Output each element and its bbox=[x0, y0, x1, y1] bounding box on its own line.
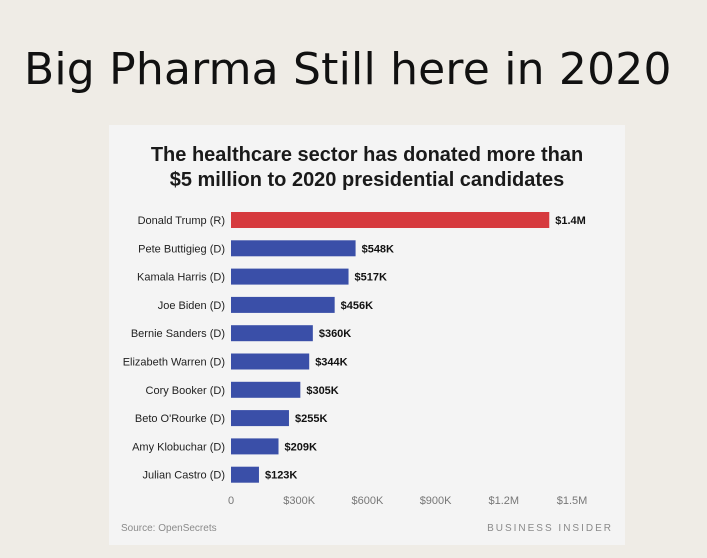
value-label: $123K bbox=[265, 470, 297, 482]
category-label: Bernie Sanders (D) bbox=[131, 328, 225, 340]
category-label: Cory Booker (D) bbox=[146, 385, 225, 397]
chart-title: The healthcare sector has donated more t… bbox=[109, 143, 625, 193]
x-tick-label: $900K bbox=[420, 495, 452, 507]
value-label: $456K bbox=[341, 300, 373, 312]
value-label: $360K bbox=[319, 328, 351, 340]
value-label: $1.4M bbox=[555, 215, 586, 227]
bar bbox=[231, 438, 279, 455]
value-label: $209K bbox=[285, 441, 317, 453]
category-label: Joe Biden (D) bbox=[158, 300, 225, 312]
slide-title: Big Pharma Still here in 2020 bbox=[24, 44, 672, 95]
value-label: $517K bbox=[355, 272, 387, 284]
x-tick-label: $600K bbox=[351, 495, 383, 507]
x-tick-label: $300K bbox=[283, 495, 315, 507]
chart-card: The healthcare sector has donated more t… bbox=[109, 125, 625, 545]
bar bbox=[231, 212, 550, 228]
bar bbox=[231, 268, 349, 285]
x-tick-label: 0 bbox=[228, 495, 234, 507]
bar bbox=[231, 410, 289, 427]
bar bbox=[231, 353, 310, 370]
bar bbox=[231, 240, 356, 257]
brand-logo-text: BUSINESS INSIDER bbox=[487, 523, 613, 534]
value-label: $255K bbox=[295, 413, 327, 425]
category-label: Donald Trump (R) bbox=[138, 215, 225, 227]
value-label: $305K bbox=[306, 385, 338, 397]
x-tick-label: $1.2M bbox=[489, 495, 520, 507]
category-label: Amy Klobuchar (D) bbox=[132, 441, 225, 453]
category-label: Kamala Harris (D) bbox=[137, 272, 225, 284]
chart-title-line-2: $5 million to 2020 presidential candidat… bbox=[169, 169, 565, 191]
chart-source: Source: OpenSecrets bbox=[121, 523, 217, 534]
bar bbox=[231, 381, 301, 398]
bar-chart: Donald Trump (R) $1.4M Pete Buttigieg (D) $… bbox=[123, 212, 588, 507]
category-label: Beto O'Rourke (D) bbox=[135, 413, 225, 425]
category-label: Elizabeth Warren (D) bbox=[123, 357, 225, 369]
category-label: Pete Buttigieg (D) bbox=[138, 243, 225, 255]
value-label: $548K bbox=[362, 243, 394, 255]
value-label: $344K bbox=[315, 357, 347, 369]
x-tick-label: $1.5M bbox=[557, 495, 588, 507]
bar bbox=[231, 325, 313, 342]
category-label: Julian Castro (D) bbox=[142, 470, 225, 482]
chart-title-line-1: The healthcare sector has donated more t… bbox=[150, 144, 584, 166]
bar bbox=[231, 296, 335, 313]
bar bbox=[231, 466, 259, 483]
